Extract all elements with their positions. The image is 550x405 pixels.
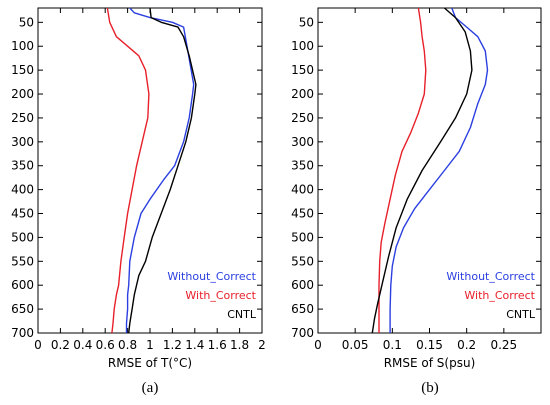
- y-tick-label: 250: [291, 111, 314, 125]
- x-tick-label: 0: [314, 338, 322, 352]
- x-tick-label: 0.8: [118, 338, 137, 352]
- x-axis-title: RMSE of T(°C): [108, 356, 192, 370]
- x-tick-label: 0.6: [96, 338, 115, 352]
- panel-label: (a): [142, 380, 159, 396]
- plot-frame: [317, 7, 542, 334]
- x-tick-label: 0.2: [457, 338, 476, 352]
- x-tick-label: 0.15: [416, 338, 443, 352]
- y-tick-label: 650: [291, 302, 314, 316]
- y-tick-label: 100: [11, 39, 34, 53]
- x-tick-label: 2: [258, 338, 266, 352]
- y-tick-label: 450: [291, 207, 314, 221]
- y-tick-label: 500: [11, 230, 34, 244]
- x-tick-label: 0.1: [383, 338, 402, 352]
- x-tick-label: 0.05: [342, 338, 369, 352]
- y-tick-label: 300: [291, 135, 314, 149]
- x-tick-label: 1.4: [185, 338, 204, 352]
- y-tick-label: 350: [11, 159, 34, 173]
- legend-label-cntl: CNTL: [506, 308, 536, 321]
- x-tick-label: 0: [34, 338, 42, 352]
- series-line-cntl: [128, 7, 197, 334]
- y-tick-label: 700: [291, 326, 314, 340]
- y-tick-label: 150: [11, 63, 34, 77]
- legend-label-with-correct: With_Correct: [464, 289, 535, 302]
- y-tick-label: 200: [11, 87, 34, 101]
- x-tick-label: 0.25: [490, 338, 517, 352]
- y-tick-label: 600: [291, 278, 314, 292]
- y-tick-label: 700: [11, 326, 34, 340]
- y-tick-label: 100: [291, 39, 314, 53]
- x-tick-label: 1: [146, 338, 154, 352]
- legend-label-without-correct: Without_Correct: [446, 270, 535, 283]
- chart-panel-a: 50 100 150 200 250 300 350 400 450 500 550 600 650 70…: [11, 7, 266, 396]
- y-tick-label: 400: [291, 183, 314, 197]
- x-tick-label: 1.8: [230, 338, 249, 352]
- y-tick-label: 450: [11, 207, 34, 221]
- series-line-with-correct: [378, 7, 427, 333]
- plot-frame: [37, 7, 263, 334]
- y-tick-label: 350: [291, 159, 314, 173]
- y-tick-label: 550: [11, 254, 34, 268]
- y-tick-label: 600: [11, 278, 34, 292]
- x-axis-title: RMSE of S(psu): [384, 356, 476, 370]
- y-tick-label: 150: [291, 63, 314, 77]
- y-tick-label: 250: [11, 111, 34, 125]
- y-tick-label: 300: [11, 135, 34, 149]
- y-tick-label: 650: [11, 302, 34, 316]
- legend-label-without-correct: Without_Correct: [167, 270, 256, 283]
- y-tick-label: 200: [291, 87, 314, 101]
- legend-label-with-correct: With_Correct: [185, 289, 256, 302]
- panel-label: (b): [421, 380, 439, 396]
- y-tick-label: 50: [19, 15, 34, 29]
- y-tick-label: 400: [11, 183, 34, 197]
- y-tick-label: 500: [291, 230, 314, 244]
- legend-label-cntl: CNTL: [227, 308, 257, 321]
- x-tick-label: 1.6: [208, 338, 227, 352]
- y-tick-label: 550: [291, 254, 314, 268]
- chart-panel-b: 50 100 150 200 250 300 350 400 450 500 550 600 650 70…: [291, 7, 542, 396]
- series-line-without-correct: [389, 7, 489, 333]
- x-tick-label: 0.2: [51, 338, 70, 352]
- x-tick-label: 0.4: [73, 338, 92, 352]
- y-tick-label: 50: [299, 15, 314, 29]
- series-line-cntl: [371, 7, 473, 334]
- series-line-without-correct: [125, 7, 195, 333]
- series-line-with-correct: [106, 7, 150, 334]
- x-tick-label: 1.2: [163, 338, 182, 352]
